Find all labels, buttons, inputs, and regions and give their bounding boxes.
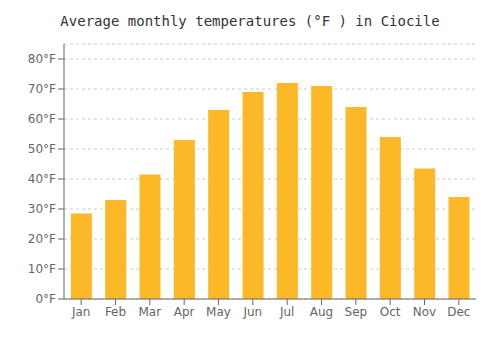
svg-text:Aug: Aug: [310, 305, 333, 319]
svg-text:Dec: Dec: [447, 305, 470, 319]
svg-text:60°F: 60°F: [28, 112, 56, 126]
html-text:Average monthly temperatures (: Average monthly temperatures (°F ) in Ci…: [60, 13, 440, 29]
svg-text:20°F: 20°F: [28, 232, 56, 246]
svg-text:10°F: 10°F: [28, 262, 56, 276]
svg-text:40°F: 40°F: [28, 172, 56, 186]
svg-text:May: May: [206, 305, 231, 319]
svg-text:Nov: Nov: [413, 305, 436, 319]
svg-text:Oct: Oct: [380, 305, 401, 319]
svg-text:Mar: Mar: [139, 305, 162, 319]
svg-text:Jun: Jun: [242, 305, 262, 319]
svg-text:Jan: Jan: [71, 305, 91, 319]
svg-text:80°F: 80°F: [28, 52, 56, 66]
svg-text:70°F: 70°F: [28, 82, 56, 96]
svg-text:Sep: Sep: [345, 305, 368, 319]
svg-text:50°F: 50°F: [28, 142, 56, 156]
svg-text:Feb: Feb: [105, 305, 126, 319]
svg-text:0°F: 0°F: [35, 292, 56, 306]
svg-text:Jul: Jul: [279, 305, 294, 319]
svg-text:30°F: 30°F: [28, 202, 56, 216]
svg-text:Apr: Apr: [174, 305, 195, 319]
